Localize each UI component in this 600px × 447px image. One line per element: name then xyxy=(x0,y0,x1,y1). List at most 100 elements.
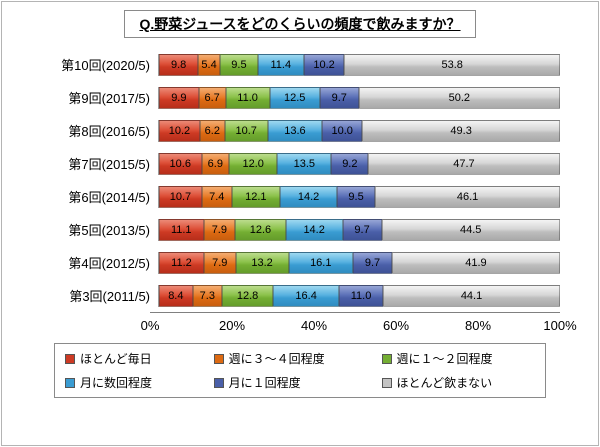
bar-segment: 16.1 xyxy=(288,251,354,274)
bar-segment: 9.5 xyxy=(219,53,258,76)
legend-item: ほとんど飲まない xyxy=(381,374,535,391)
segment-value-label: 10.0 xyxy=(331,124,353,137)
bar-segment: 10.2 xyxy=(159,119,200,142)
stacked-bar: 10.2 6.2 10.7 13.6 10.0 49.3 xyxy=(158,119,560,142)
segment-value-label: 12.8 xyxy=(236,289,259,302)
x-tick-label: 60% xyxy=(382,318,410,333)
bar-segment: 50.2 xyxy=(358,86,560,109)
bar-segment: 6.7 xyxy=(198,86,226,109)
segment-value-label: 44.5 xyxy=(460,223,482,236)
bar-segment: 12.8 xyxy=(221,284,274,307)
segment-value-label: 13.6 xyxy=(284,124,306,137)
segment-value-label: 10.7 xyxy=(169,190,192,203)
x-axis: 0% 20% 40% 60% 80% 100% xyxy=(141,312,577,339)
x-tick-label: 40% xyxy=(300,318,328,333)
bar-segment: 12.6 xyxy=(235,218,286,241)
x-tick-label: 20% xyxy=(218,318,246,333)
legend-item: 月に１回程度 xyxy=(213,374,382,391)
category-label: 第3回(2011/5) xyxy=(69,289,150,304)
bar-segment: 7.4 xyxy=(201,185,232,208)
bar-segment: 10.2 xyxy=(303,53,345,76)
category-label: 第6回(2014/5) xyxy=(68,190,150,205)
bar-segment: 41.9 xyxy=(391,251,560,274)
segment-value-label: 46.1 xyxy=(456,190,479,203)
segment-value-label: 9.2 xyxy=(342,157,358,170)
segment-value-label: 9.9 xyxy=(171,91,187,104)
segment-value-label: 11.2 xyxy=(171,256,192,269)
bar-segment: 10.7 xyxy=(224,119,268,142)
bar-segment: 14.2 xyxy=(285,218,343,241)
chart-row: 第7回(2015/5) 10.6 6.9 12.0 13.5 9.2 47.7 xyxy=(2,147,598,180)
bar-segment: 9.7 xyxy=(319,86,359,109)
segment-value-label: 49.3 xyxy=(450,124,472,137)
legend-label: 週に３～４回程度 xyxy=(228,352,325,366)
segment-value-label: 7.9 xyxy=(212,256,228,269)
segment-value-label: 11.4 xyxy=(270,58,292,71)
bar-segment: 11.2 xyxy=(159,251,204,274)
stacked-bar: 10.7 7.4 12.1 14.2 9.5 46.1 xyxy=(158,185,560,208)
category-label: 第5回(2013/5) xyxy=(68,223,150,238)
bar-segment: 8.4 xyxy=(159,284,193,307)
bar-segment: 10.7 xyxy=(159,185,202,208)
bar-segment: 9.5 xyxy=(337,185,376,208)
legend-item: ほとんど毎日 xyxy=(65,350,214,367)
legend-label: ほとんど飲まない xyxy=(396,376,493,390)
chart-row: 第9回(2017/5) 9.9 6.7 11.0 12.5 9.7 50.2 xyxy=(2,81,598,114)
chart-rows: 第10回(2020/5) 9.8 5.4 9.5 11.4 10.2 53.8 第9回(201… xyxy=(2,48,598,312)
bar-segment: 9.7 xyxy=(353,251,392,274)
segment-value-label: 14.2 xyxy=(297,190,320,203)
segment-value-label: 8.4 xyxy=(168,289,184,302)
bar-segment: 5.4 xyxy=(198,53,220,76)
legend-swatch-icon xyxy=(65,377,75,388)
category-label: 第7回(2015/5) xyxy=(68,157,150,172)
bar-segment: 11.4 xyxy=(257,53,304,76)
legend-label: ほとんど毎日 xyxy=(80,352,152,366)
segment-value-label: 9.7 xyxy=(364,256,381,269)
segment-value-label: 41.9 xyxy=(465,256,487,269)
segment-value-label: 9.7 xyxy=(331,91,347,104)
stacked-bar: 10.6 6.9 12.0 13.5 9.2 47.7 xyxy=(158,152,560,175)
category-label: 第8回(2016/5) xyxy=(68,124,150,139)
segment-value-label: 9.5 xyxy=(348,190,364,203)
bar-segment: 44.1 xyxy=(383,284,560,307)
bar-segment: 10.6 xyxy=(159,152,202,175)
bar-segment: 44.5 xyxy=(381,218,560,241)
stacked-bar: 9.8 5.4 9.5 11.4 10.2 53.8 xyxy=(158,53,560,76)
legend-item: 週に１～２回程度 xyxy=(381,350,535,367)
bar-segment: 9.7 xyxy=(342,218,382,241)
bar-segment: 46.1 xyxy=(375,185,560,208)
segment-value-label: 11.0 xyxy=(350,289,372,302)
legend-label: 週に１～２回程度 xyxy=(396,352,493,366)
segment-value-label: 7.3 xyxy=(199,289,215,302)
segment-value-label: 11.0 xyxy=(237,91,258,104)
bar-segment: 12.0 xyxy=(229,152,278,175)
bar-segment: 13.5 xyxy=(277,152,332,175)
bar-segment: 9.2 xyxy=(331,152,369,175)
segment-value-label: 7.9 xyxy=(211,223,227,236)
category-label: 第9回(2017/5) xyxy=(68,91,150,106)
segment-value-label: 7.4 xyxy=(209,190,225,203)
bar-segment: 7.9 xyxy=(203,251,236,274)
segment-value-label: 44.1 xyxy=(460,289,483,302)
bar-segment: 14.2 xyxy=(280,185,338,208)
segment-value-label: 16.4 xyxy=(295,289,317,302)
bar-segment: 13.2 xyxy=(235,251,289,274)
bar-segment: 12.1 xyxy=(231,185,281,208)
bar-segment: 9.9 xyxy=(159,86,199,109)
legend-label: 月に数回程度 xyxy=(80,376,153,390)
segment-value-label: 53.8 xyxy=(441,58,463,71)
segment-value-label: 11.1 xyxy=(170,223,192,236)
segment-value-label: 12.5 xyxy=(284,91,306,104)
segment-value-label: 13.2 xyxy=(251,256,273,269)
bar-segment: 11.1 xyxy=(159,218,204,241)
legend-swatch-icon xyxy=(381,353,392,364)
legend-swatch-icon xyxy=(213,353,224,364)
legend-swatch-icon xyxy=(381,377,392,388)
legend-swatch-icon xyxy=(213,377,224,388)
stacked-bar: 9.9 6.7 11.0 12.5 9.7 50.2 xyxy=(158,86,560,109)
bar-segment: 49.3 xyxy=(362,119,560,142)
segment-value-label: 10.2 xyxy=(168,124,191,137)
segment-value-label: 12.1 xyxy=(245,190,267,203)
x-tick-label: 80% xyxy=(464,318,492,333)
